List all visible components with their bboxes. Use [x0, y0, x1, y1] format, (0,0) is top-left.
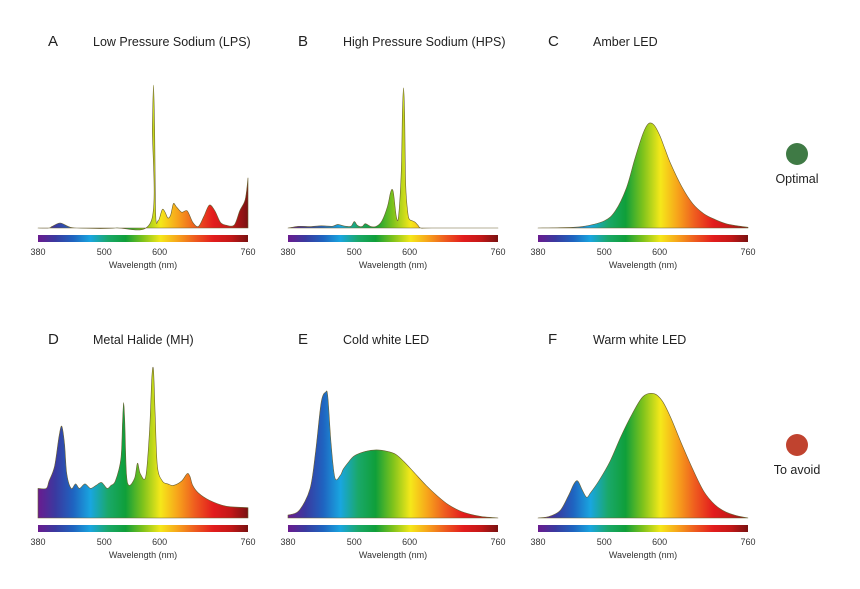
spectrum-chart-c: C Amber LED 380 500 600 760 Wavelength (nm): [530, 33, 755, 270]
spectrum-area: [37, 84, 249, 231]
panel-letter: E: [298, 331, 308, 348]
x-tick-label: 500: [97, 537, 112, 547]
spectrum-area: [537, 393, 749, 519]
x-axis-label: Wavelength (nm): [109, 260, 177, 270]
x-tick-label: 500: [347, 247, 362, 257]
x-tick-label: 500: [597, 247, 612, 257]
x-tick-label: 760: [240, 537, 255, 547]
chart-title: Metal Halide (MH): [93, 333, 194, 347]
panel-letter: F: [548, 331, 557, 348]
spectrum-chart-b: B High Pressure Sodium (HPS) 380 500 600 760 W…: [280, 33, 505, 270]
x-tick-label: 380: [30, 537, 45, 547]
panel-letter: C: [548, 33, 559, 50]
spectrum-area: [37, 366, 249, 519]
optimal-dot-icon: [786, 143, 808, 165]
x-tick-label: 380: [530, 537, 545, 547]
x-tick-label: 380: [530, 247, 545, 257]
to-avoid-label: To avoid: [773, 463, 821, 477]
to-avoid-dot-icon: [786, 434, 808, 456]
x-axis-label: Wavelength (nm): [359, 260, 427, 270]
spectrum-area: [287, 390, 499, 519]
x-axis-label: Wavelength (nm): [109, 550, 177, 560]
x-tick-label: 500: [597, 537, 612, 547]
panel-letter: B: [298, 33, 308, 50]
chart-title: High Pressure Sodium (HPS): [343, 35, 506, 49]
x-tick-label: 600: [152, 537, 167, 547]
spectrum-chart-f: F Warm white LED 380 500 600 760 Wavelength (n…: [530, 331, 755, 560]
x-tick-label: 760: [490, 247, 505, 257]
chart-title: Low Pressure Sodium (LPS): [93, 35, 251, 49]
wavelength-color-bar: [288, 525, 498, 532]
chart-title: Cold white LED: [343, 333, 429, 347]
x-axis-label: Wavelength (nm): [359, 550, 427, 560]
legend-to-avoid: To avoid: [752, 434, 842, 477]
wavelength-color-bar: [538, 525, 748, 532]
x-tick-label: 760: [240, 247, 255, 257]
chart-title: Warm white LED: [593, 333, 686, 347]
x-tick-label: 760: [740, 537, 755, 547]
x-tick-label: 500: [347, 537, 362, 547]
x-tick-label: 380: [280, 247, 295, 257]
x-tick-label: 500: [97, 247, 112, 257]
wavelength-color-bar: [538, 235, 748, 242]
x-tick-label: 600: [402, 247, 417, 257]
x-axis-label: Wavelength (nm): [609, 550, 677, 560]
wavelength-color-bar: [38, 235, 248, 242]
x-tick-label: 760: [740, 247, 755, 257]
wavelength-color-bar: [38, 525, 248, 532]
panel-letter: A: [48, 33, 58, 50]
x-tick-label: 380: [280, 537, 295, 547]
x-tick-label: 600: [652, 537, 667, 547]
spectrum-area: [287, 87, 499, 229]
x-tick-label: 600: [152, 247, 167, 257]
panel-letter: D: [48, 331, 59, 348]
optimal-label: Optimal: [775, 172, 819, 186]
spectrum-chart-a: A Low Pressure Sodium (LPS) 380 500 600 760 Wa…: [30, 33, 255, 270]
legend-optimal: Optimal: [752, 143, 842, 186]
chart-title: Amber LED: [593, 35, 658, 49]
x-axis-label: Wavelength (nm): [609, 260, 677, 270]
x-tick-label: 600: [652, 247, 667, 257]
spectrum-chart-e: E Cold white LED 380 500 600 760 Wavelength (n…: [280, 331, 505, 560]
spectrum-chart-d: D Metal Halide (MH) 380 500 600 760 Wavelength…: [30, 331, 255, 560]
x-tick-label: 380: [30, 247, 45, 257]
x-tick-label: 600: [402, 537, 417, 547]
spectrum-area: [537, 122, 749, 229]
wavelength-color-bar: [288, 235, 498, 242]
x-tick-label: 760: [490, 537, 505, 547]
